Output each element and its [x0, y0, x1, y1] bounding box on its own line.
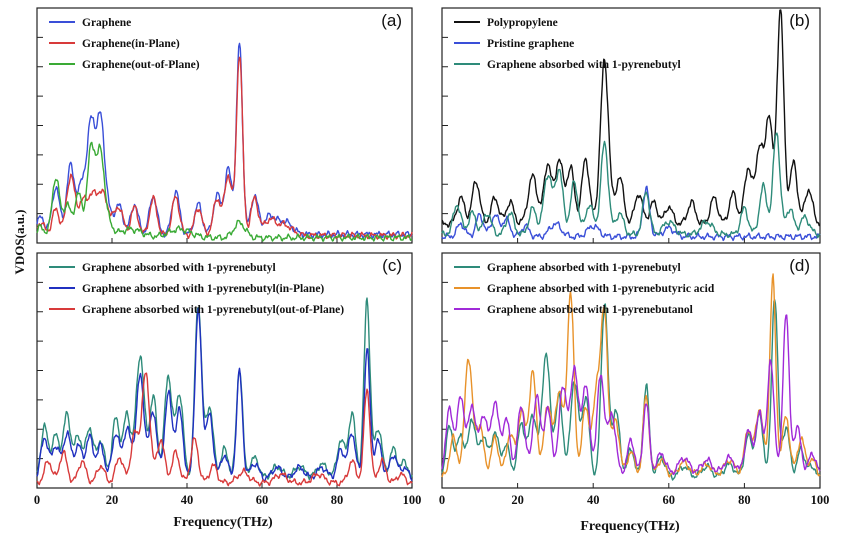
x-tick-label: 0: [439, 493, 445, 507]
y-axis-label: VDOS(a.u.): [12, 209, 27, 274]
panel-letter: (d): [789, 256, 810, 275]
legend-entry: Graphene absorbed with 1-pyrenebutyl: [487, 59, 681, 71]
x-tick-label: 60: [663, 493, 676, 507]
series-line-c-2: [36, 307, 413, 482]
series-line-b-1: [441, 9, 821, 228]
x-tick-label: 80: [331, 493, 344, 507]
x-tick-label: 40: [181, 493, 194, 507]
legend-entry: Polypropylene: [487, 17, 558, 29]
legend-entry: Graphene(out-of-Plane): [82, 59, 200, 71]
legend-entry: Graphene: [82, 17, 131, 29]
x-axis-label-right: Frequency(THz): [580, 519, 680, 534]
panel-letter: (b): [789, 11, 810, 30]
panel-letter: (c): [382, 256, 402, 275]
x-tick-label: 80: [738, 493, 751, 507]
series-line-b-3: [441, 132, 821, 239]
x-tick-label: 20: [106, 493, 119, 507]
series-line-b-2: [441, 185, 821, 242]
x-tick-label: 60: [256, 493, 269, 507]
panel-b: Polypropylene Pristine graphene Graphene a…: [441, 7, 821, 244]
legend-entry: Graphene absorbed with 1-pyrenebutyl: [487, 262, 681, 274]
x-tick-label: 100: [403, 493, 422, 507]
x-axis-label-left: Frequency(THz): [173, 515, 273, 530]
panels-group: Graphene Graphene(in-Plane) Graphene(out-o…: [34, 7, 830, 507]
legend-entry: Graphene absorbed with 1-pyrenebutyric a…: [487, 283, 715, 295]
panel-c: 0 20 40 60 80 100 Graphene absorbed with 1-pyr…: [34, 252, 422, 507]
x-tick-label: 40: [587, 493, 600, 507]
legend-entry: Graphene(in-Plane): [82, 38, 180, 50]
legend-entry: Pristine graphene: [487, 38, 574, 50]
legend-entry: Graphene absorbed with 1-pyrenebutyl(in-…: [82, 283, 324, 295]
panel-d: 0 20 40 60 80 100 Graphene absorbed with 1-pyr…: [439, 252, 830, 507]
legend-entry: Graphene absorbed with 1-pyrenebutanol: [487, 304, 693, 316]
x-tick-label: 0: [34, 493, 40, 507]
panel-a: Graphene Graphene(in-Plane) Graphene(out-o…: [36, 7, 413, 244]
series-line-a-1: [36, 42, 413, 239]
series-line-d-3: [441, 314, 821, 476]
legend-entry: Graphene absorbed with 1-pyrenebutyl(out…: [82, 304, 344, 316]
series-line-c-3: [36, 372, 413, 487]
legend-entry: Graphene absorbed with 1-pyrenebutyl: [82, 262, 276, 274]
x-tick-label: 20: [511, 493, 524, 507]
series-line-a-3: [36, 141, 413, 242]
panel-letter: (a): [381, 11, 402, 30]
x-tick-label: 100: [811, 493, 830, 507]
